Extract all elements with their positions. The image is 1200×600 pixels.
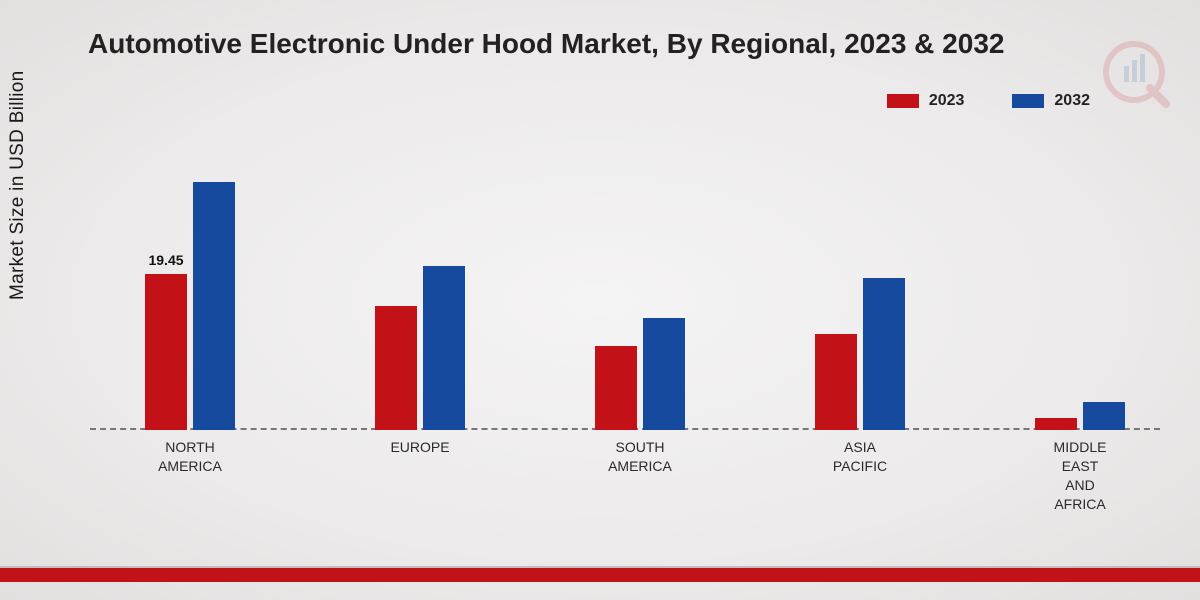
bar-2023	[815, 334, 857, 430]
bar-group	[580, 318, 700, 430]
legend-label-2032: 2032	[1054, 92, 1090, 110]
legend: 2023 2032	[887, 92, 1090, 110]
bar-2023	[1035, 418, 1077, 430]
chart-title: Automotive Electronic Under Hood Market,…	[88, 28, 1004, 60]
bar-group	[1020, 402, 1140, 430]
legend-label-2023: 2023	[929, 92, 965, 110]
x-axis-label: NORTHAMERICA	[120, 438, 260, 476]
footer-red-bar	[0, 568, 1200, 582]
bar-2032	[1083, 402, 1125, 430]
bar-value-label: 19.45	[148, 252, 183, 268]
bar-group	[800, 278, 920, 430]
legend-item-2023: 2023	[887, 92, 965, 110]
bar-2023	[375, 306, 417, 430]
bar-2023	[595, 346, 637, 430]
legend-item-2032: 2032	[1012, 92, 1090, 110]
chart-canvas: Automotive Electronic Under Hood Market,…	[0, 0, 1200, 600]
x-axis-label: EUROPE	[350, 438, 490, 457]
x-axis-label: MIDDLEEASTANDAFRICA	[1010, 438, 1150, 514]
legend-swatch-2023	[887, 94, 919, 108]
bar-group: 19.45	[130, 182, 250, 430]
bar-2032	[193, 182, 235, 430]
x-axis-label: SOUTHAMERICA	[570, 438, 710, 476]
bar-2032	[643, 318, 685, 430]
bar-2032	[863, 278, 905, 430]
bar-2023: 19.45	[145, 274, 187, 430]
plot-area: 19.45	[90, 150, 1160, 430]
footer-divider	[0, 566, 1200, 582]
watermark-logo	[1098, 36, 1170, 108]
x-axis-label: ASIAPACIFIC	[790, 438, 930, 476]
bar-2032	[423, 266, 465, 430]
bar-group	[360, 266, 480, 430]
legend-swatch-2032	[1012, 94, 1044, 108]
y-axis-label: Market Size in USD Billion	[7, 70, 29, 300]
